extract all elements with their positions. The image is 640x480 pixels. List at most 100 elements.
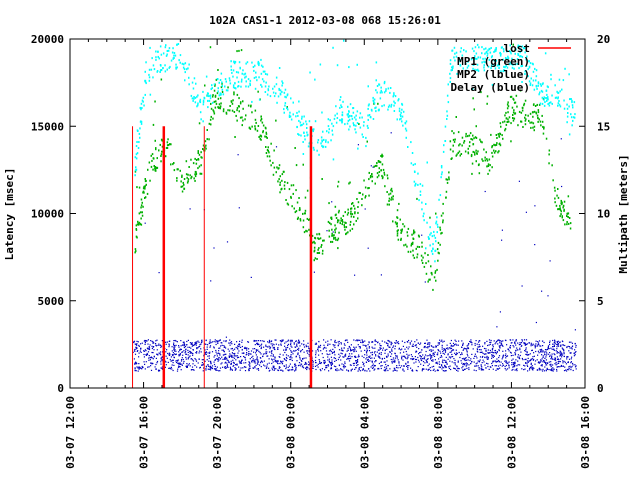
delay-point <box>538 369 540 371</box>
delay-point <box>398 364 400 366</box>
mp2-point <box>430 232 432 235</box>
mp2-point <box>155 50 157 53</box>
mp2-point <box>195 82 197 85</box>
delay-point <box>437 349 439 351</box>
delay-point <box>186 363 188 365</box>
delay-point <box>411 358 414 361</box>
delay-point <box>354 347 356 349</box>
mp1-point <box>264 135 266 138</box>
delay-point <box>244 370 247 372</box>
delay-point <box>210 360 212 362</box>
delay-point <box>418 361 420 363</box>
delay-point <box>334 360 336 362</box>
delay-point <box>492 344 494 346</box>
mp2-point <box>285 96 287 99</box>
mp2-point <box>238 61 241 64</box>
delay-point <box>492 347 494 350</box>
mp2-point <box>235 71 238 74</box>
mp1-point <box>353 215 355 218</box>
delay-point <box>137 350 139 352</box>
delay-point <box>541 370 544 372</box>
delay-point <box>287 369 289 371</box>
mp2-point <box>299 124 302 127</box>
delay-point <box>390 358 392 361</box>
mp1-point <box>422 256 424 259</box>
delay-point <box>266 346 268 348</box>
delay-point <box>257 361 260 363</box>
delay-point <box>457 367 459 369</box>
delay-point <box>138 356 140 358</box>
delay-point <box>457 360 459 362</box>
mp1-point <box>292 192 294 195</box>
delay-point <box>202 370 204 372</box>
delay-point <box>361 342 363 344</box>
mp1-point <box>139 211 142 214</box>
mp2-point <box>537 82 540 85</box>
mp1-point <box>560 199 562 202</box>
mp2-point <box>385 88 387 91</box>
delay-point <box>412 345 414 347</box>
delay-point <box>250 350 253 352</box>
delay-point <box>273 365 275 367</box>
delay-point <box>324 359 326 362</box>
delay-point <box>374 351 376 353</box>
delay-point <box>261 343 263 345</box>
mp2-point <box>178 59 180 62</box>
mp1-point <box>236 50 238 53</box>
delay-point <box>433 365 435 367</box>
delay-point <box>202 359 205 361</box>
delay-point <box>228 362 230 364</box>
mp1-point <box>514 112 517 115</box>
delay-point <box>510 355 512 357</box>
delay-point <box>527 354 529 356</box>
delay-point <box>303 357 305 359</box>
mp2-point <box>158 57 160 60</box>
mp2-point <box>148 79 151 82</box>
delay-point <box>181 363 183 365</box>
delay-point <box>427 346 429 348</box>
mp2-point <box>196 95 198 98</box>
mp1-point <box>507 118 509 121</box>
delay-point <box>260 353 262 355</box>
mp2-point <box>319 63 322 66</box>
mp1-point <box>476 152 478 155</box>
delay-point <box>426 361 428 364</box>
mp2-point <box>429 244 431 247</box>
delay-point <box>547 353 549 355</box>
delay-point <box>328 361 331 363</box>
mp1-point <box>137 220 139 223</box>
delay-point <box>290 354 292 356</box>
delay-point <box>298 355 301 357</box>
mp2-point <box>474 57 476 60</box>
delay-point <box>298 339 300 341</box>
delay-point <box>196 352 198 354</box>
delay-point <box>152 342 154 344</box>
delay-point <box>357 356 359 358</box>
delay-point <box>443 353 446 355</box>
delay-point <box>519 349 521 351</box>
delay-point <box>519 358 521 360</box>
delay-point <box>207 365 210 367</box>
mp1-point <box>563 209 565 212</box>
delay-point <box>465 365 467 367</box>
delay-point <box>334 354 336 356</box>
mp2-point <box>159 45 162 48</box>
delay-point <box>193 369 195 371</box>
mp1-point <box>242 119 244 122</box>
mp2-point <box>184 79 186 82</box>
mp1-point <box>208 122 211 125</box>
delay-point <box>382 349 384 351</box>
mp2-point <box>283 111 285 114</box>
delay-point <box>148 348 151 351</box>
delay-point <box>226 366 228 368</box>
delay-point <box>272 366 275 368</box>
mp2-point <box>324 145 327 148</box>
mp2-point <box>375 79 377 82</box>
delay-point <box>166 357 168 359</box>
delay-point <box>432 359 434 361</box>
delay-point <box>137 370 139 372</box>
mp1-point <box>415 247 417 250</box>
delay-point <box>420 356 423 358</box>
mp1-point <box>251 125 253 128</box>
delay-point <box>550 366 552 368</box>
